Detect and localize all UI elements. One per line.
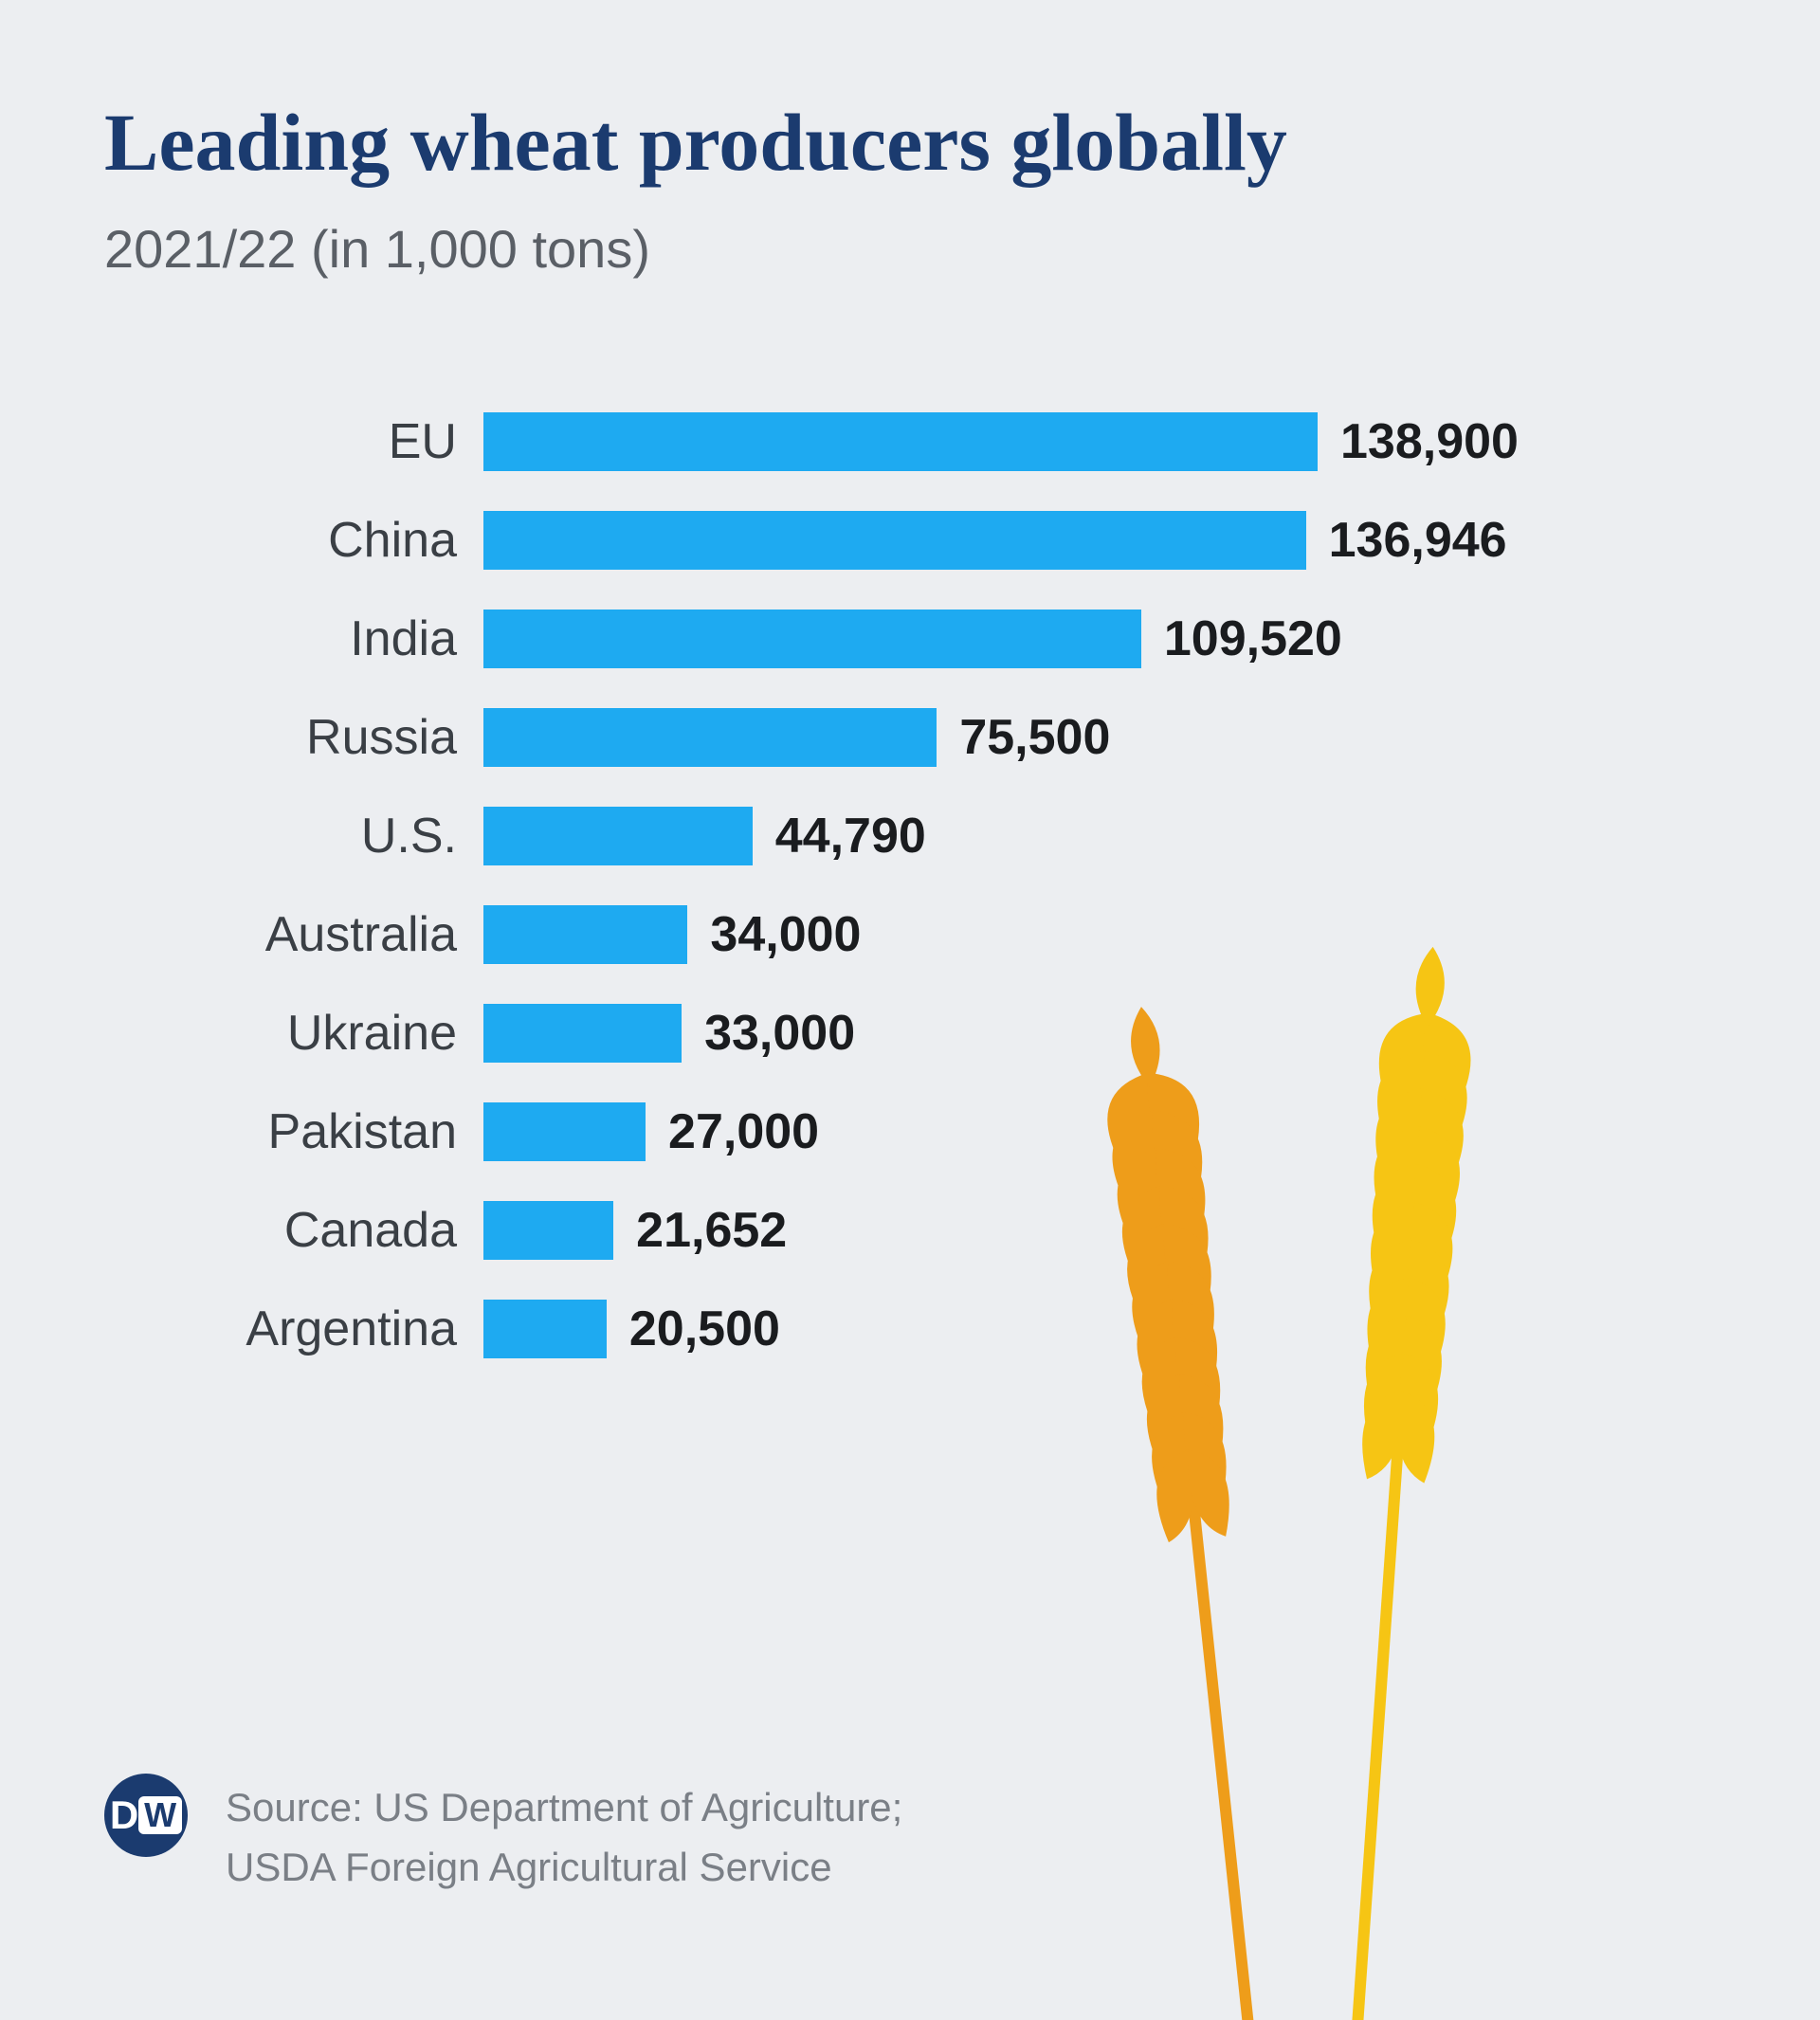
bar-wrap: 136,946 [483, 511, 1507, 570]
bar-wrap: 34,000 [483, 905, 861, 964]
source-line-1: Source: US Department of Agriculture; [226, 1777, 902, 1837]
bar-wrap: 33,000 [483, 1004, 855, 1063]
country-label: Canada [104, 1202, 483, 1259]
country-label: Australia [104, 906, 483, 963]
dw-logo-icon: D W [104, 1774, 188, 1857]
bar-wrap: 44,790 [483, 807, 926, 865]
bar-row: Russia 75,500 [104, 708, 1716, 767]
bar [483, 610, 1141, 668]
country-label: EU [104, 413, 483, 470]
value-label: 33,000 [704, 1005, 855, 1062]
bar [483, 412, 1318, 471]
bar [483, 807, 753, 865]
bar-row: U.S. 44,790 [104, 807, 1716, 865]
country-label: Pakistan [104, 1103, 483, 1160]
country-label: Russia [104, 709, 483, 766]
infographic-container: Leading wheat producers globally 2021/22… [0, 0, 1820, 2020]
bar [483, 1300, 607, 1358]
bar-row: Canada 21,652 [104, 1201, 1716, 1260]
country-label: U.S. [104, 808, 483, 864]
bar-wrap: 27,000 [483, 1102, 819, 1161]
bar-row: India 109,520 [104, 610, 1716, 668]
value-label: 20,500 [629, 1301, 780, 1357]
country-label: China [104, 512, 483, 569]
bar-row: Ukraine 33,000 [104, 1004, 1716, 1063]
value-label: 75,500 [959, 709, 1110, 766]
bar [483, 1201, 613, 1260]
value-label: 21,652 [636, 1202, 787, 1259]
bar [483, 511, 1306, 570]
chart-footer: D W Source: US Department of Agriculture… [104, 1774, 902, 1897]
bar-wrap: 138,900 [483, 412, 1519, 471]
value-label: 27,000 [668, 1103, 819, 1160]
value-label: 44,790 [775, 808, 926, 864]
bar-row: Australia 34,000 [104, 905, 1716, 964]
logo-letter-w: W [138, 1796, 182, 1834]
bar-wrap: 21,652 [483, 1201, 787, 1260]
bar-row: Argentina 20,500 [104, 1300, 1716, 1358]
source-attribution: Source: US Department of Agriculture; US… [226, 1774, 902, 1897]
bar-wrap: 75,500 [483, 708, 1110, 767]
logo-letter-d: D [110, 1793, 136, 1838]
bar [483, 1102, 646, 1161]
bar [483, 1004, 682, 1063]
bar [483, 905, 687, 964]
bar-row: Pakistan 27,000 [104, 1102, 1716, 1161]
value-label: 34,000 [710, 906, 861, 963]
bar-chart: EU 138,900 China 136,946 India 109,520 Russia 7… [104, 412, 1716, 1358]
value-label: 136,946 [1329, 512, 1507, 569]
chart-subtitle: 2021/22 (in 1,000 tons) [104, 218, 1716, 280]
value-label: 138,900 [1340, 413, 1519, 470]
bar-wrap: 20,500 [483, 1300, 780, 1358]
value-label: 109,520 [1164, 610, 1342, 667]
bar-wrap: 109,520 [483, 610, 1342, 668]
bar [483, 708, 937, 767]
chart-title: Leading wheat producers globally [104, 95, 1716, 190]
country-label: Argentina [104, 1301, 483, 1357]
source-line-2: USDA Foreign Agricultural Service [226, 1837, 902, 1897]
country-label: India [104, 610, 483, 667]
country-label: Ukraine [104, 1005, 483, 1062]
bar-row: China 136,946 [104, 511, 1716, 570]
bar-row: EU 138,900 [104, 412, 1716, 471]
